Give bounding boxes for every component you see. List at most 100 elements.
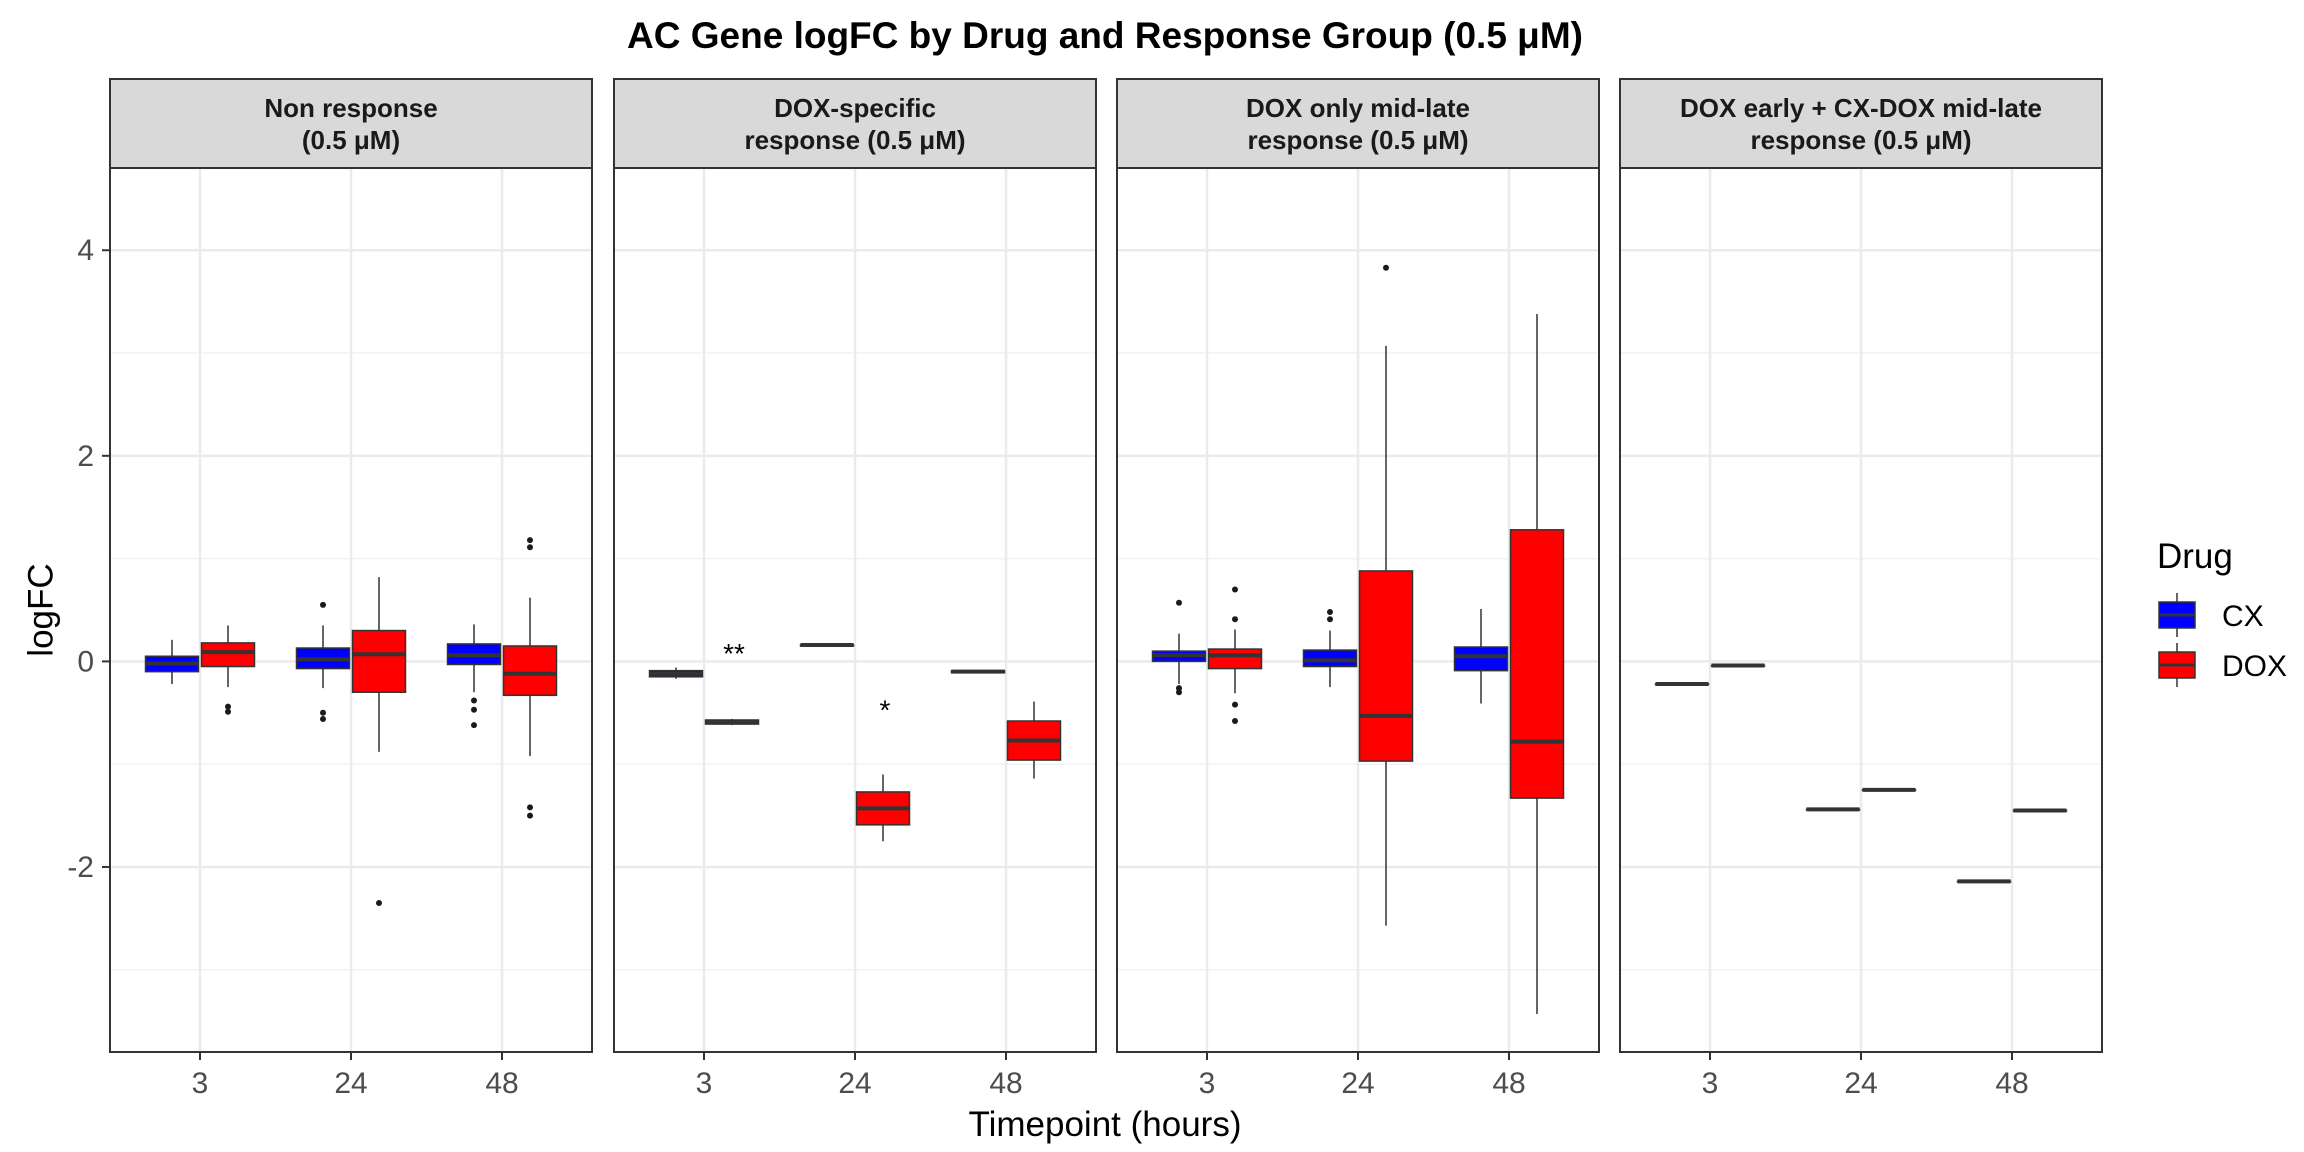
outlier-point [527, 544, 533, 551]
box-body [200, 642, 256, 668]
outlier-point [1327, 609, 1333, 616]
x-tick-label: 24 [1844, 1067, 1877, 1100]
outlier-point [527, 812, 533, 819]
legend-title: Drug [2157, 537, 2233, 576]
box-cx-48 [446, 624, 502, 729]
box-cx-3 [648, 667, 704, 679]
outlier-point [471, 697, 477, 704]
y-tick-label: 0 [77, 645, 94, 678]
x-tick-label: 3 [192, 1067, 209, 1100]
box-cx-48 [1453, 608, 1509, 704]
box-cx-24 [799, 642, 855, 647]
box-dox-48 [2012, 808, 2068, 813]
box-body [1302, 649, 1358, 668]
outlier-point [1232, 718, 1238, 725]
box-dox-48 [502, 537, 558, 819]
y-axis: -2 0 2 4 [67, 234, 110, 884]
facet-strip-label: DOX only mid-late [1246, 93, 1470, 123]
legend-label-dox: DOX [2222, 650, 2287, 683]
box-body [1453, 646, 1509, 672]
outlier-point [471, 706, 477, 713]
outlier-point [320, 709, 326, 716]
x-tick-label: 48 [989, 1067, 1022, 1100]
box-cx-3 [1654, 682, 1710, 687]
box-body [1358, 570, 1414, 762]
facet-strip [1116, 78, 1600, 169]
box-dox-24 [1861, 787, 1917, 792]
box-dox-48 [1509, 313, 1565, 1014]
box-cx-3 [1151, 599, 1207, 696]
facet-panels: Non response(0.5 μM)3 24 48DOX-specificres… [109, 78, 2103, 1100]
x-tick-label: 3 [1702, 1067, 1719, 1100]
x-tick-label: 48 [485, 1067, 518, 1100]
facet-strip-label: response (0.5 μM) [1247, 125, 1468, 155]
box-body [1207, 648, 1263, 670]
box-cx-48 [1956, 879, 2012, 884]
facet-strip-label: DOX-specific [774, 93, 936, 123]
legend: Drug CX DOX [2157, 537, 2287, 687]
chart-title: AC Gene logFC by Drug and Response Group… [627, 15, 1583, 56]
outlier-point [1383, 264, 1389, 271]
box-dox-24 [351, 577, 407, 906]
x-tick-label: 48 [1492, 1067, 1525, 1100]
facet-strip-label: (0.5 μM) [302, 125, 400, 155]
y-tick-label: -2 [67, 851, 94, 884]
box-cx-3 [144, 639, 200, 685]
outlier-point [225, 703, 231, 710]
outlier-point [527, 537, 533, 544]
facet-strip-label: Non response [264, 93, 437, 123]
facet-strip-label: response (0.5 μM) [744, 125, 965, 155]
x-tick-label: 3 [696, 1067, 713, 1100]
outlier-point [1176, 599, 1182, 606]
facet-strip [109, 78, 593, 169]
x-tick-label: 48 [1995, 1067, 2028, 1100]
outlier-point [1327, 616, 1333, 623]
box-cx-48 [950, 669, 1006, 674]
box-cx-24 [1805, 807, 1861, 812]
outlier-point [225, 708, 231, 715]
legend-key-dox [2158, 643, 2196, 687]
x-tick-label: 24 [334, 1067, 367, 1100]
box-dox-3 [704, 718, 760, 726]
x-axis-title: Timepoint (hours) [969, 1105, 1242, 1144]
x-tick-label: 3 [1199, 1067, 1216, 1100]
legend-label-cx: CX [2222, 600, 2264, 633]
outlier-point [1232, 701, 1238, 708]
facet-panel: Non response(0.5 μM) 3 24 48 [109, 78, 593, 1100]
facet-strip-label: DOX early + CX-DOX mid-late [1680, 93, 2042, 123]
y-axis-title: logFC [21, 563, 60, 656]
y-tick-label: 2 [77, 440, 94, 473]
box-dox-24 [1358, 264, 1414, 926]
facet-strip [613, 78, 1097, 169]
outlier-point [1232, 616, 1238, 623]
outlier-point [376, 899, 382, 906]
significance-annotation: ** [723, 638, 745, 669]
legend-key-cx [2158, 593, 2196, 637]
box-dox-3 [200, 625, 256, 715]
box-body [351, 629, 407, 693]
outlier-point [320, 715, 326, 722]
significance-annotation: * [880, 695, 891, 726]
box-dox-24 [855, 774, 911, 842]
y-tick-label: 4 [77, 234, 94, 267]
outlier-point [471, 722, 477, 729]
outlier-point [1176, 689, 1182, 696]
facet-strip-label: response (0.5 μM) [1750, 125, 1971, 155]
facet-strip [1619, 78, 2103, 169]
x-tick-label: 24 [1341, 1067, 1374, 1100]
box-body [502, 645, 558, 697]
outlier-point [320, 601, 326, 608]
box-cx-24 [295, 601, 351, 722]
outlier-point [527, 804, 533, 811]
x-tick-label: 24 [838, 1067, 871, 1100]
box-dox-3 [1207, 586, 1263, 725]
box-dox-3 [1710, 663, 1766, 668]
outlier-point [1232, 586, 1238, 593]
box-dox-48 [1006, 701, 1062, 779]
outlier-point [1176, 685, 1182, 692]
box-body [1509, 529, 1565, 799]
box-cx-24 [1302, 609, 1358, 688]
